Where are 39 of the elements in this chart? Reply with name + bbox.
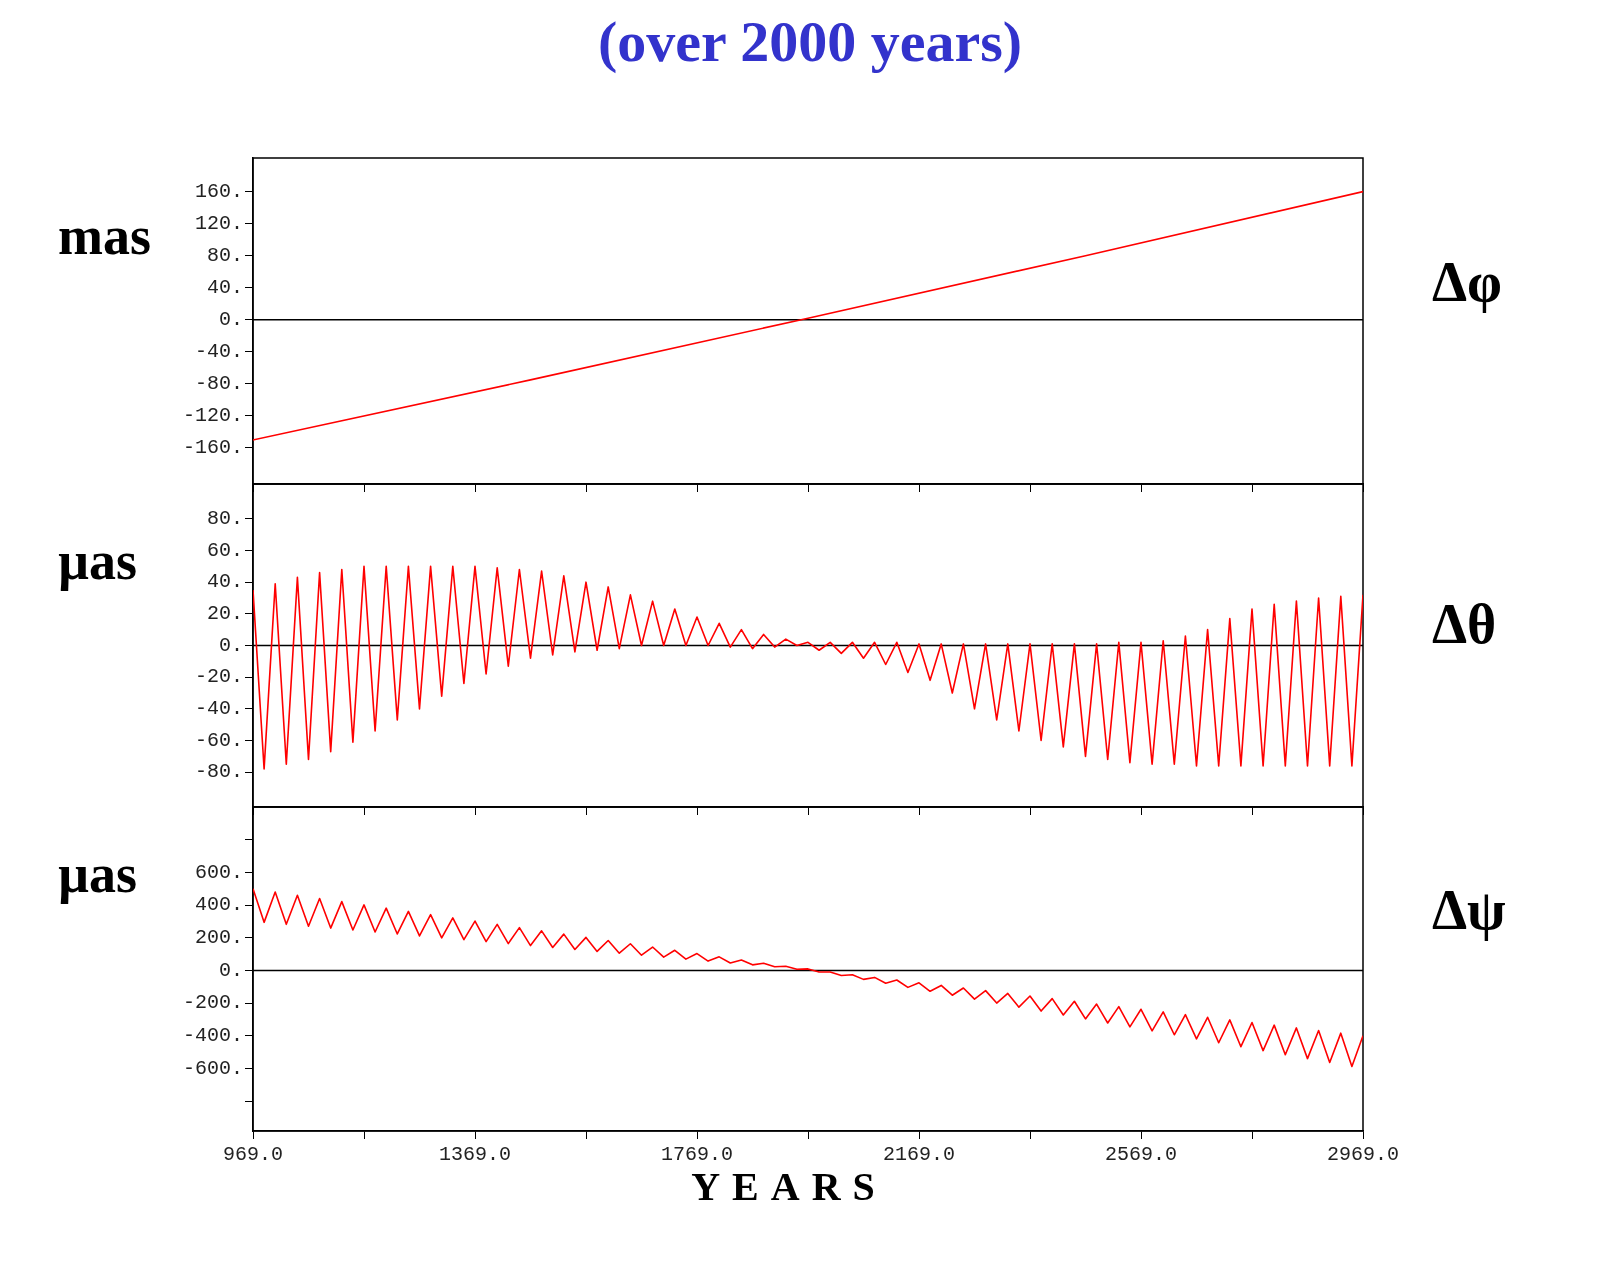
y-tick-label: 0. xyxy=(218,633,243,657)
y-tick-label: 40. xyxy=(206,570,243,594)
text: Δψ xyxy=(1432,878,1506,942)
text: Δφ xyxy=(1432,250,1503,314)
y-tick-label: -160. xyxy=(182,436,243,460)
y-tick-label: -600. xyxy=(182,1056,243,1080)
y-tick-label: -80. xyxy=(194,372,243,396)
y-axis-title: µas xyxy=(58,530,138,592)
y-tick-label: -20. xyxy=(194,665,243,689)
y-tick-label: 120. xyxy=(194,211,243,235)
y-tick-label: 80. xyxy=(206,244,243,268)
y-tick-label: -120. xyxy=(182,404,243,428)
y-tick-label: 0. xyxy=(218,308,243,332)
x-tick-label: 2969.0 xyxy=(1326,1143,1400,1167)
x-tick-label: 969.0 xyxy=(222,1143,284,1167)
y-axis-title: mas xyxy=(58,205,151,267)
y-tick-label: -60. xyxy=(194,728,243,752)
y-tick-label: -40. xyxy=(194,340,243,364)
y-axis-title: µas xyxy=(58,843,138,905)
y-tick-label: 400. xyxy=(194,893,243,917)
x-tick-label: 2169.0 xyxy=(882,1143,956,1167)
y-tick-label: -200. xyxy=(182,991,243,1015)
chart-title: (over 2000 years) xyxy=(596,8,1024,75)
y-tick-label: 20. xyxy=(206,602,243,626)
text: Δθ xyxy=(1432,592,1497,656)
y-tick-label: 80. xyxy=(206,507,243,531)
x-tick-label: 1769.0 xyxy=(660,1143,734,1167)
y-tick-label: 600. xyxy=(194,860,243,884)
y-tick-label: 60. xyxy=(206,538,243,562)
y-tick-label: 160. xyxy=(194,179,243,203)
x-axis-title: YEARS xyxy=(691,1164,887,1209)
x-tick-label: 1369.0 xyxy=(438,1143,512,1167)
y-tick-label: 40. xyxy=(206,276,243,300)
y-tick-label: 200. xyxy=(194,926,243,950)
y-tick-label: 0. xyxy=(218,958,243,982)
y-tick-label: -80. xyxy=(194,760,243,784)
x-tick-label: 2569.0 xyxy=(1104,1143,1178,1167)
y-tick-label: -400. xyxy=(182,1024,243,1048)
y-tick-label: -40. xyxy=(194,697,243,721)
